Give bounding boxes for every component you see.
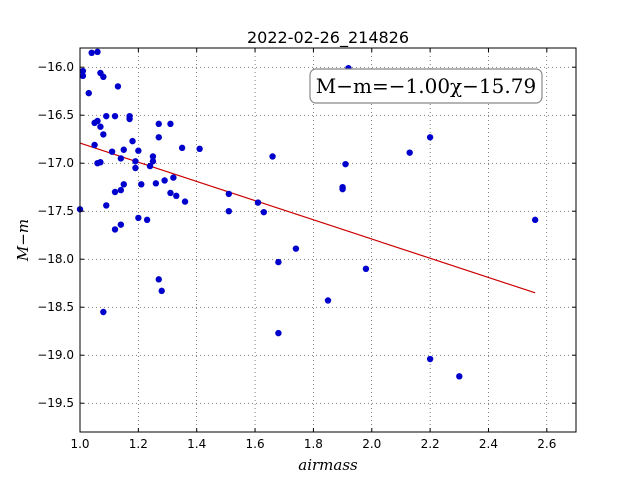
data-point (149, 158, 157, 165)
data-point (135, 214, 142, 222)
data-point (117, 155, 125, 162)
data-point (100, 308, 107, 316)
x-tick-label: 1.2 (129, 437, 148, 451)
data-point (292, 245, 300, 252)
x-tick-label: 2.0 (362, 437, 381, 451)
data-point (275, 329, 282, 337)
data-point (117, 221, 125, 228)
data-point (456, 373, 463, 380)
data-point (324, 297, 332, 304)
x-tick-label: 2.2 (421, 437, 440, 451)
y-tick-label: −17.5 (37, 204, 74, 218)
data-point (94, 48, 101, 56)
data-point (149, 153, 157, 160)
data-point (100, 73, 107, 81)
fit-annotation: M−m=−1.00χ−15.79 (309, 68, 543, 104)
data-point (129, 137, 136, 145)
data-point (120, 146, 127, 153)
data-point (158, 287, 165, 295)
data-point (269, 153, 276, 160)
x-axis-label: airmass (298, 456, 358, 474)
data-point (132, 158, 139, 165)
data-point (406, 149, 413, 156)
data-point (155, 276, 162, 283)
plot-frame (79, 47, 577, 433)
data-point (103, 112, 110, 120)
data-point (275, 258, 282, 266)
data-point (196, 145, 203, 152)
data-point (161, 177, 168, 184)
fit-equation: M−m=−1.00χ−15.79 (316, 74, 536, 98)
y-tick-label: −16.0 (37, 60, 74, 74)
data-point (97, 123, 104, 130)
data-point (111, 226, 119, 233)
data-point (111, 112, 119, 120)
data-point (97, 159, 104, 166)
data-point (155, 120, 162, 128)
data-point (181, 198, 189, 205)
data-point (225, 208, 232, 215)
data-point (103, 202, 110, 209)
data-point (254, 199, 262, 206)
grid-lines (79, 48, 576, 432)
data-point (426, 355, 434, 363)
data-point (170, 174, 177, 181)
data-point (362, 265, 370, 272)
y-tick-label: −18.5 (37, 300, 74, 314)
x-tick-label: 1.0 (70, 437, 89, 451)
data-point (111, 188, 119, 196)
data-point (132, 164, 139, 172)
data-point (152, 180, 160, 187)
data-point (173, 192, 180, 200)
data-point (146, 162, 154, 170)
data-point (91, 141, 98, 149)
data-point (117, 186, 125, 194)
data-point (88, 49, 95, 56)
y-tick-label: −16.5 (37, 108, 74, 122)
y-tick-label: −17.0 (37, 156, 74, 170)
data-point (94, 117, 101, 125)
x-tick-label: 1.6 (246, 437, 265, 451)
data-point (79, 67, 87, 75)
x-tick-label: 1.4 (187, 437, 206, 451)
data-point (120, 181, 127, 188)
x-tick-label: 2.6 (537, 437, 556, 451)
axis-ticks: 1.0 1.2 1.4 1.6 1.8 2.0 2.2 2.4 2.6 −16.0 −16.5 −17… (37, 48, 576, 451)
data-points (76, 48, 539, 380)
data-point (155, 134, 162, 141)
data-point (85, 89, 92, 97)
chart-title: 2022-02-26_214826 (247, 28, 409, 48)
y-axis-label: M−m (14, 219, 32, 262)
data-point (108, 148, 116, 155)
data-point (143, 216, 151, 224)
y-tick-label: −19.0 (37, 348, 74, 362)
annotation-box (309, 68, 543, 104)
data-point (126, 115, 133, 123)
data-point (531, 216, 539, 224)
data-point (342, 160, 349, 168)
data-point (167, 189, 174, 197)
data-point (426, 134, 434, 141)
data-point (114, 83, 122, 90)
y-tick-label: −19.5 (37, 396, 74, 410)
y-tick-label: −18.0 (37, 252, 74, 266)
data-point (260, 208, 268, 216)
data-point (339, 184, 346, 191)
fit-line-layer (79, 142, 536, 294)
data-point (138, 181, 145, 188)
data-point (79, 72, 87, 80)
x-tick-label: 2.4 (479, 437, 498, 451)
plot-area (80, 48, 576, 432)
data-point (100, 131, 107, 138)
x-tick-label: 1.8 (304, 437, 323, 451)
fit-line (79, 142, 536, 294)
data-point (225, 190, 232, 198)
data-point (178, 144, 186, 152)
data-point (135, 147, 142, 154)
data-point (167, 120, 174, 128)
